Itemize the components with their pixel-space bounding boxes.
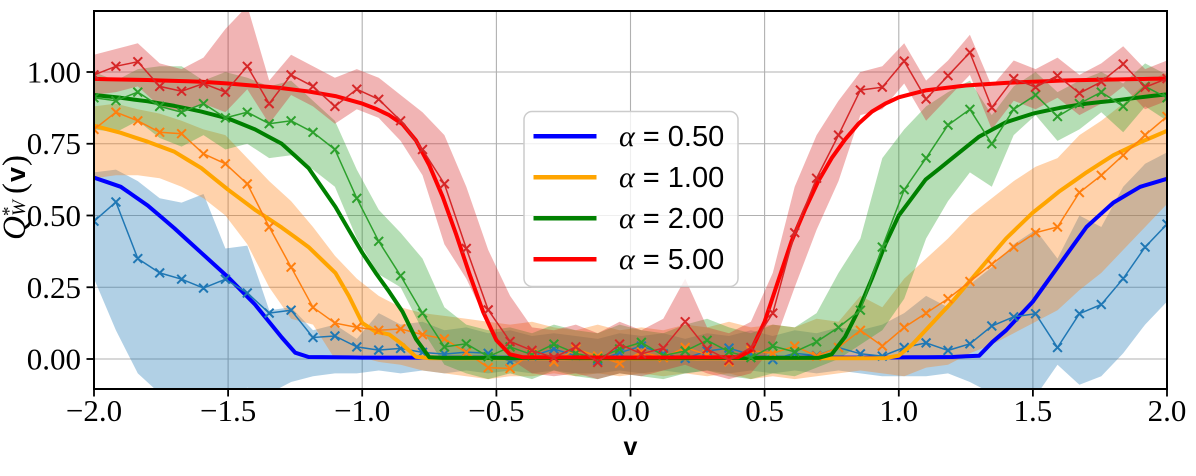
svg-text:α = 5.00: α = 5.00 — [619, 243, 724, 276]
svg-text:−2.0: −2.0 — [66, 393, 122, 428]
svg-text:0.75: 0.75 — [27, 126, 81, 161]
svg-text:−1.0: −1.0 — [334, 393, 390, 428]
svg-text:v: v — [624, 433, 638, 461]
svg-text:1.0: 1.0 — [879, 393, 918, 428]
svg-text:0.5: 0.5 — [745, 393, 784, 428]
svg-text:1.00: 1.00 — [27, 55, 81, 90]
svg-text:α = 2.00: α = 2.00 — [619, 202, 724, 235]
svg-text:−1.5: −1.5 — [200, 393, 256, 428]
svg-text:−0.5: −0.5 — [468, 393, 524, 428]
svg-text:2.0: 2.0 — [1148, 393, 1187, 428]
svg-text:0.00: 0.00 — [27, 342, 81, 377]
svg-text:0.0: 0.0 — [611, 393, 650, 428]
svg-text:0.50: 0.50 — [27, 198, 81, 233]
svg-text:α = 0.50: α = 0.50 — [619, 120, 724, 153]
svg-text:1.5: 1.5 — [1014, 393, 1053, 428]
svg-text:0.25: 0.25 — [27, 270, 81, 305]
svg-text:α = 1.00: α = 1.00 — [619, 161, 724, 194]
svg-text:Q*W(v): Q*W(v) — [0, 155, 33, 240]
